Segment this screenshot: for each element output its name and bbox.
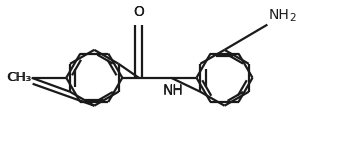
Text: NH: NH	[162, 83, 183, 97]
Polygon shape	[188, 46, 261, 109]
Text: CH₃: CH₃	[6, 71, 31, 84]
Text: 2: 2	[289, 13, 296, 23]
Polygon shape	[58, 46, 131, 109]
Text: CH₃: CH₃	[7, 71, 32, 84]
Text: O: O	[134, 5, 144, 19]
Text: O: O	[134, 5, 144, 19]
Text: NH: NH	[162, 84, 183, 98]
Text: NH: NH	[269, 8, 290, 22]
